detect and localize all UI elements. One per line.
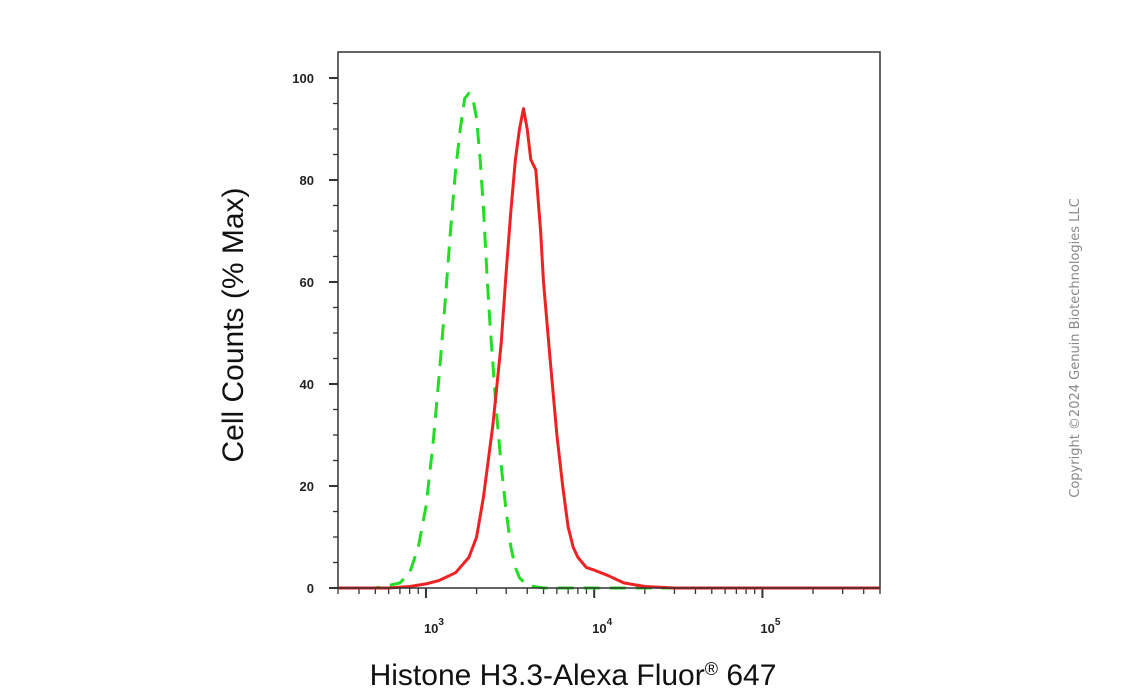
series-layer bbox=[338, 91, 880, 590]
x-tick-label: 105 bbox=[760, 617, 780, 636]
y-tick-label: 0 bbox=[307, 581, 314, 596]
y-axis-title: Cell Counts (% Max) bbox=[217, 187, 250, 462]
y-tick-label: 20 bbox=[300, 479, 314, 494]
x-tick-label: 103 bbox=[424, 617, 444, 636]
copyright-watermark: Copyright ©2024 Genuin Biotechnologies L… bbox=[1068, 198, 1083, 497]
x-axis-title-suffix: 647 bbox=[718, 659, 776, 692]
y-tick-label: 100 bbox=[292, 71, 314, 86]
x-axis-title-registered: ® bbox=[705, 659, 718, 679]
stained-histogram-line bbox=[338, 107, 880, 590]
x-axis-ticks: 103 104 105 bbox=[337, 588, 881, 636]
x-axis-title-main: Histone H3.3-Alexa Fluor bbox=[370, 659, 705, 692]
x-axis-title: Histone H3.3-Alexa Fluor® 647 bbox=[370, 659, 777, 692]
y-tick-label: 60 bbox=[300, 275, 314, 290]
y-tick-label: 40 bbox=[300, 377, 314, 392]
y-tick-label: 80 bbox=[300, 173, 314, 188]
plot-frame bbox=[337, 51, 881, 589]
control-histogram-line bbox=[338, 91, 880, 590]
x-tick-label: 104 bbox=[592, 617, 612, 636]
y-axis-ticks: 0 20 40 60 80 100 bbox=[292, 71, 338, 596]
